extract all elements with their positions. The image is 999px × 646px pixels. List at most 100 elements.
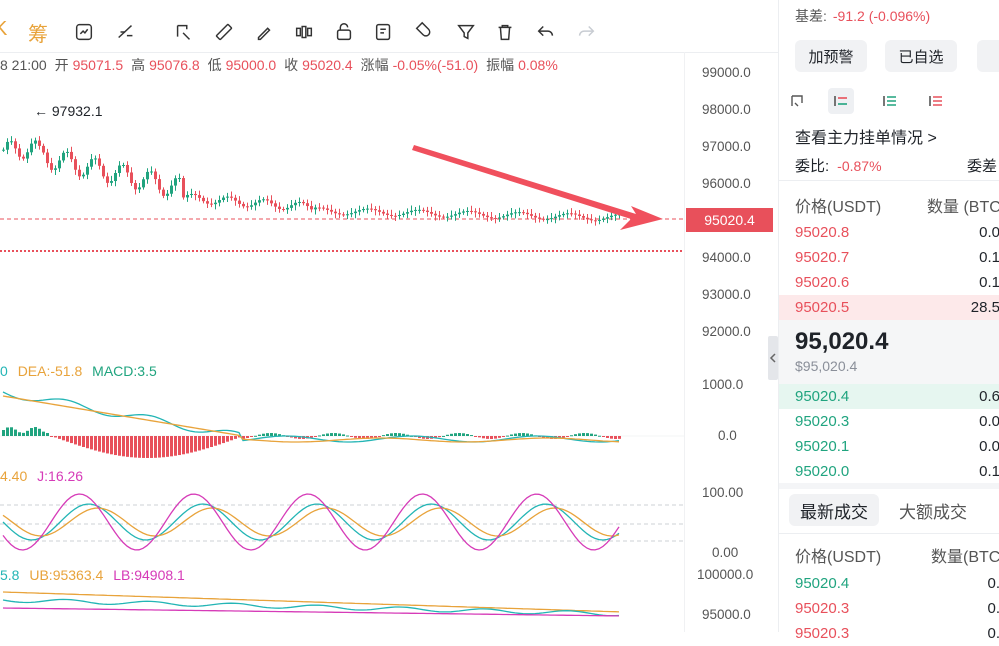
candle-body bbox=[318, 207, 321, 209]
candle-body bbox=[474, 211, 477, 213]
candle-body bbox=[174, 178, 177, 186]
macd-bar bbox=[118, 436, 121, 456]
indicator-icon[interactable] bbox=[114, 20, 138, 44]
ruler-icon[interactable] bbox=[212, 20, 236, 44]
more-button-partial[interactable] bbox=[977, 40, 999, 72]
trades-price-header: 价格(USDT) bbox=[795, 549, 882, 566]
candle-body bbox=[86, 166, 89, 175]
kline-tab-partial[interactable]: K bbox=[0, 18, 8, 40]
filter-icon[interactable] bbox=[454, 20, 478, 44]
macd-bar bbox=[198, 436, 201, 451]
bid-row[interactable]: 95020.4 0.6 bbox=[779, 384, 999, 409]
ratio-label: 委比: bbox=[795, 158, 830, 175]
macd-bar bbox=[606, 436, 609, 438]
macd-bar bbox=[446, 434, 449, 436]
bid-row[interactable]: 95020.3 0.0 bbox=[779, 409, 999, 434]
candle-body bbox=[138, 187, 141, 190]
candle-body bbox=[354, 211, 357, 214]
orderbook-both-icon[interactable] bbox=[828, 88, 854, 114]
undo-icon[interactable] bbox=[534, 20, 558, 44]
bid-price: 95020.4 bbox=[795, 388, 850, 405]
macd-bar bbox=[322, 434, 325, 436]
tab-latest-trades[interactable]: 最新成交 bbox=[789, 494, 879, 526]
main-orders-link[interactable]: 查看主力挂单情况 > bbox=[795, 130, 937, 147]
orderbook-bids-icon[interactable] bbox=[877, 88, 903, 114]
macd-bar bbox=[254, 435, 257, 437]
candle-body bbox=[538, 217, 541, 219]
ask-row[interactable]: 95020.5 28.5 bbox=[779, 295, 999, 320]
chips-button[interactable]: 筹 bbox=[28, 24, 48, 46]
candle-body bbox=[150, 171, 153, 173]
candle-body bbox=[362, 209, 365, 211]
watchlist-button[interactable]: 已自选 bbox=[885, 40, 957, 72]
orderbook-panel: 基差: -91.2 (-0.096%) 加预警 已自选 查看主力挂单情况 > 委比… bbox=[778, 0, 999, 642]
candle-body bbox=[534, 215, 537, 218]
delete-icon[interactable] bbox=[493, 20, 517, 44]
ask-row[interactable]: 95020.8 0.0 bbox=[779, 220, 999, 245]
candle-body bbox=[198, 195, 201, 198]
candle-body bbox=[578, 214, 581, 217]
candle-body bbox=[566, 213, 569, 215]
candle-body bbox=[46, 152, 49, 164]
candle-body bbox=[382, 211, 385, 214]
draw-line-icon[interactable] bbox=[172, 20, 196, 44]
edit-icon[interactable] bbox=[372, 20, 396, 44]
candle-body bbox=[430, 212, 433, 214]
macd-bar bbox=[50, 436, 53, 437]
candle-body bbox=[234, 197, 237, 201]
orderbook-price-header: 价格(USDT) bbox=[795, 199, 882, 216]
orderbook-mode-icon[interactable] bbox=[785, 88, 811, 114]
boll-axis-label: 95000.0 bbox=[702, 607, 751, 622]
magnet-icon[interactable] bbox=[412, 20, 436, 44]
macd-bar bbox=[226, 436, 229, 442]
candle-body bbox=[62, 152, 65, 161]
add-alert-button[interactable]: 加预警 bbox=[795, 40, 867, 72]
macd-bar bbox=[474, 436, 477, 437]
kdj-legend[interactable]: 4.40 J:16.26 bbox=[0, 468, 89, 484]
macd-bar bbox=[62, 436, 65, 441]
price-axis-label: 94000.0 bbox=[702, 250, 751, 265]
macd-bar bbox=[326, 433, 329, 436]
brush-icon[interactable] bbox=[252, 20, 276, 44]
tab-large-trades[interactable]: 大额成交 bbox=[899, 502, 967, 522]
macd-bar bbox=[586, 433, 589, 436]
macd-bar bbox=[58, 436, 61, 439]
candle-body bbox=[226, 196, 229, 198]
candle-body bbox=[34, 140, 37, 144]
ask-price: 95020.7 bbox=[795, 249, 850, 266]
axis-divider bbox=[684, 52, 685, 632]
candle-body bbox=[510, 213, 513, 215]
macd-bar bbox=[126, 436, 129, 457]
macd-bar bbox=[382, 435, 385, 437]
macd-bar bbox=[194, 436, 197, 452]
ask-row[interactable]: 95020.7 0.1 bbox=[779, 245, 999, 270]
auto-scale-icon[interactable] bbox=[72, 20, 96, 44]
candle-body bbox=[126, 164, 129, 173]
macd-bar bbox=[562, 436, 565, 438]
ask-qty: 0.1 bbox=[979, 274, 999, 291]
candle-time: 8 21:00 bbox=[0, 57, 47, 73]
candle-type-icon[interactable] bbox=[292, 20, 316, 44]
macd-bar bbox=[370, 436, 373, 439]
candle-body bbox=[90, 159, 93, 167]
price-axis-label: 99000.0 bbox=[702, 65, 751, 80]
candle-body bbox=[506, 214, 509, 217]
orderbook-asks-icon[interactable] bbox=[923, 88, 949, 114]
chart-canvas[interactable]: ← 97932.1 bbox=[0, 52, 684, 632]
macd-bar bbox=[230, 436, 233, 441]
bid-row[interactable]: 95020.1 0.0 bbox=[779, 434, 999, 459]
change-value: -0.05%(-51.0) bbox=[392, 57, 479, 73]
boll-legend[interactable]: 5.8 UB:95363.4 LB:94908.1 bbox=[0, 567, 191, 583]
macd-bar bbox=[94, 436, 97, 451]
candle-body bbox=[562, 213, 565, 216]
lock-icon[interactable] bbox=[332, 20, 356, 44]
macd-bar bbox=[150, 436, 153, 458]
bid-row[interactable]: 95020.0 0.1 bbox=[779, 459, 999, 484]
candle-body bbox=[242, 203, 245, 207]
candle-body bbox=[378, 210, 381, 212]
candle-body bbox=[482, 213, 485, 216]
collapse-panel-handle[interactable] bbox=[768, 336, 778, 380]
macd-legend[interactable]: 0 DEA:-51.8 MACD:3.5 bbox=[0, 363, 163, 379]
ask-row[interactable]: 95020.6 0.1 bbox=[779, 270, 999, 295]
macd-bar bbox=[494, 436, 497, 439]
